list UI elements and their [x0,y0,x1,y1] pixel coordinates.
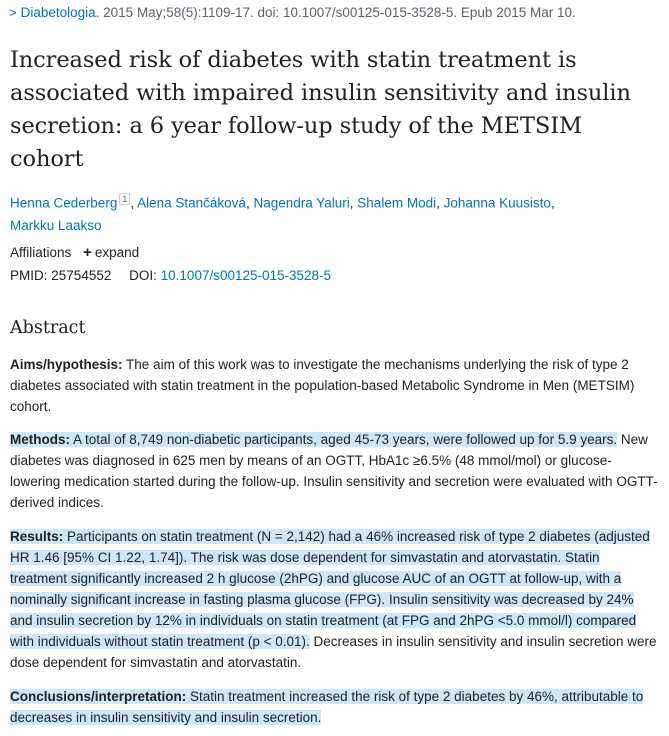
author-link[interactable]: Shalem Modi [357,195,437,211]
expand-label: expand [94,245,140,260]
author-link[interactable]: Markku Laakso [10,217,102,233]
methods-label: Methods: [10,432,70,447]
expand-button[interactable]: + expand [83,244,140,261]
chevron-right-icon: > [9,5,17,20]
conclusions-text: Statin treatment increased the risk of t… [10,689,644,725]
affiliations-label: Affiliations [10,245,72,260]
results-highlighted-text-2: Insulin sensitivity was decreased by 24%… [10,592,637,649]
article-title: Increased risk of diabetes with statin t… [10,47,631,172]
citation-line: > Diabetologia. 2015 May;58(5):1109-17. d… [9,5,576,20]
abstract-results: Results: Participants on statin treatmen… [10,526,658,673]
results-label: Results: [10,529,64,544]
author-link[interactable]: Nagendra Yaluri [253,195,350,211]
methods-highlighted-text: A total of 8,749 non-diabetic participan… [73,432,618,447]
journal-link[interactable]: Diabetologia. [20,5,100,20]
doi-label: DOI: [129,268,157,283]
abstract-methods: Methods: A total of 8,749 non-diabetic p… [10,429,658,513]
abstract-conclusions: Conclusions/interpretation: Statin treat… [10,686,658,728]
author-link[interactable]: Henna Cederberg [10,195,118,211]
author-list: Henna Cederberg 1, Alena Stančáková, Nage… [10,193,555,233]
author-link[interactable]: Johanna Kuusisto [443,195,551,211]
results-highlighted-text-1: Participants on statin treatment (N = 2,… [10,529,650,607]
pmid-label: PMID: [10,268,48,283]
results-text: Decreases in insulin sensitivity and ins… [10,634,657,670]
identifiers-row: PMID: 25754552 DOI: 10.1007/s00125-015-3… [10,268,331,283]
author-link[interactable]: Alena Stančáková [137,195,246,211]
affiliation-number[interactable]: 1 [119,193,131,205]
affiliations-row: Affiliations + expand [10,244,139,261]
aims-text: The aim of this work was to investigate … [10,357,635,414]
aims-label: Aims/hypothesis: [10,357,123,372]
conclusions-label: Conclusions/interpretation: [10,689,187,704]
doi-link[interactable]: 10.1007/s00125-015-3528-5 [160,268,332,283]
citation-details: 2015 May;58(5):1109-17. doi: 10.1007/s00… [99,5,576,20]
highlight-span: Methods: A total of 8,749 non-diabetic p… [10,432,618,447]
pmid-value: 25754552 [51,268,112,283]
highlight-span: Results: Participants on statin treatmen… [10,529,650,649]
abstract-aims: Aims/hypothesis: The aim of this work wa… [10,354,658,417]
plus-icon: + [83,244,92,261]
methods-text: New diabetes was diagnosed in 625 men by… [10,432,658,510]
abstract-heading: Abstract [10,318,86,338]
highlight-span: Conclusions/interpretation: Statin treat… [10,689,644,725]
